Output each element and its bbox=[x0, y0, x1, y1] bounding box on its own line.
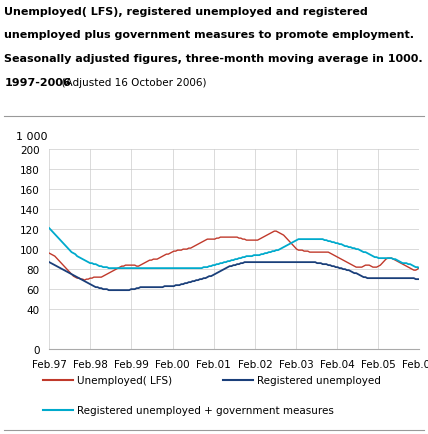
Text: 1997-2006: 1997-2006 bbox=[4, 78, 71, 88]
Text: Unemployed( LFS): Unemployed( LFS) bbox=[77, 375, 172, 385]
Text: 1 000: 1 000 bbox=[16, 132, 48, 142]
Text: Registered unemployed: Registered unemployed bbox=[257, 375, 380, 385]
Text: Unemployed( LFS), registered unemployed and registered: Unemployed( LFS), registered unemployed … bbox=[4, 7, 368, 16]
Text: unemployed plus government measures to promote employment.: unemployed plus government measures to p… bbox=[4, 30, 414, 40]
Text: Registered unemployed + government measures: Registered unemployed + government measu… bbox=[77, 405, 334, 415]
Text: Seasonally adjusted figures, three-month moving average in 1000.: Seasonally adjusted figures, three-month… bbox=[4, 54, 423, 64]
Text: (Adjusted 16 October 2006): (Adjusted 16 October 2006) bbox=[55, 78, 206, 88]
